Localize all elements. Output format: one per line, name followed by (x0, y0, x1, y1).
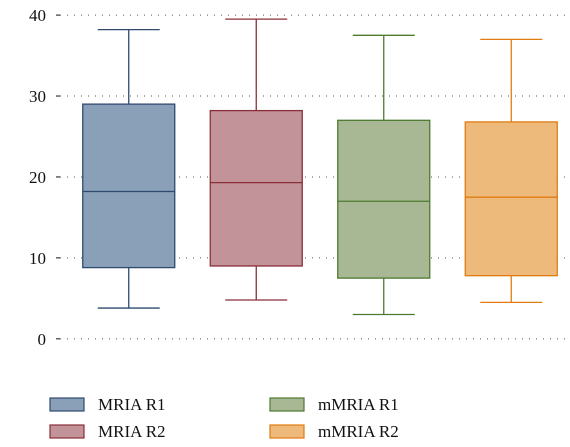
legend-swatch (269, 397, 305, 412)
box-mria-r1 (82, 29, 176, 309)
box-mria-r2 (209, 18, 303, 301)
legend: MRIA R1 MRIA R2 mMRIA R1 mMRIA R2 (49, 395, 399, 441)
legend-item-mmria-r1: mMRIA R1 (269, 395, 399, 414)
legend-swatch (49, 397, 85, 412)
legend-swatch (49, 424, 85, 439)
legend-item-mmria-r2: mMRIA R2 (269, 422, 399, 441)
y-axis: 0 10 20 30 40 (29, 6, 60, 349)
legend-label: mMRIA R2 (318, 422, 399, 441)
y-tick-label-40: 40 (29, 6, 46, 25)
y-tick-label-30: 30 (29, 87, 46, 106)
iqr-box (337, 119, 431, 279)
legend-label: MRIA R2 (98, 422, 166, 441)
y-tick-label-0: 0 (38, 330, 47, 349)
iqr-box (82, 103, 176, 269)
legend-item-mria-r2: MRIA R2 (49, 422, 166, 441)
iqr-box (209, 109, 303, 267)
legend-swatch (269, 424, 305, 439)
legend-label: mMRIA R1 (318, 395, 399, 414)
iqr-box (464, 121, 558, 277)
box-mmria-r1 (337, 34, 431, 316)
box-mmria-r2 (464, 38, 558, 304)
box-layer (82, 18, 558, 316)
y-tick-label-10: 10 (29, 249, 46, 268)
y-tick-label-20: 20 (29, 168, 46, 187)
legend-item-mria-r1: MRIA R1 (49, 395, 166, 414)
legend-label: MRIA R1 (98, 395, 166, 414)
